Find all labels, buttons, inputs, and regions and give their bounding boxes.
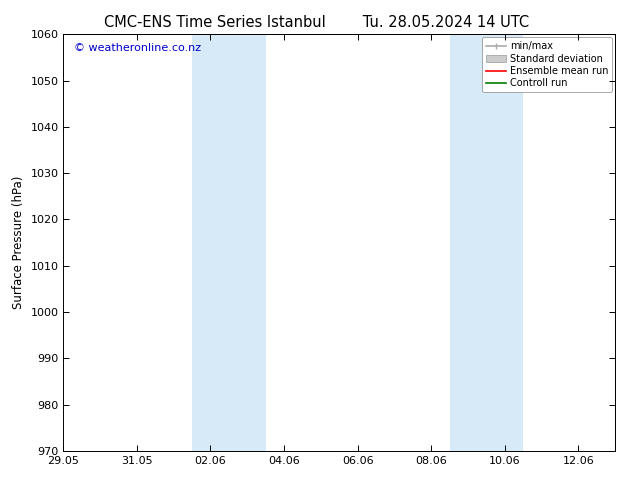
Text: © weatheronline.co.nz: © weatheronline.co.nz	[74, 43, 202, 52]
Bar	[450, 34, 523, 451]
Legend: min/max, Standard deviation, Ensemble mean run, Controll run: min/max, Standard deviation, Ensemble me…	[482, 37, 612, 92]
Y-axis label: Surface Pressure (hPa): Surface Pressure (hPa)	[12, 176, 25, 309]
Text: CMC-ENS Time Series Istanbul        Tu. 28.05.2024 14 UTC: CMC-ENS Time Series Istanbul Tu. 28.05.2…	[105, 15, 529, 30]
Bar	[192, 34, 266, 451]
